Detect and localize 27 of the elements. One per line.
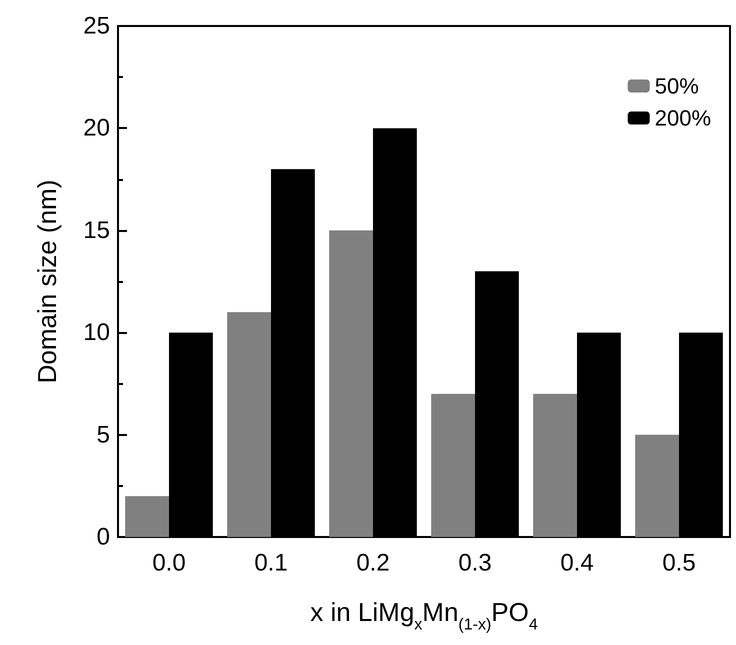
x-tick-label: 0.4 xyxy=(560,550,594,576)
y-tick-label: 10 xyxy=(83,319,110,346)
y-tick-label: 0 xyxy=(96,524,110,550)
x-tick-label: 0.2 xyxy=(356,550,390,576)
bar xyxy=(679,332,723,537)
bar xyxy=(373,128,417,537)
y-tick-label: 15 xyxy=(83,216,110,244)
bar xyxy=(329,230,373,537)
bar xyxy=(533,394,577,537)
bar xyxy=(125,496,169,537)
y-tick-label: 25 xyxy=(83,12,110,40)
y-tick-label: 5 xyxy=(96,421,110,448)
x-tick-label: 0.1 xyxy=(254,550,288,576)
bar xyxy=(635,434,679,537)
y-axis-title: Domain size (nm) xyxy=(32,180,62,384)
bar xyxy=(227,312,271,537)
legend-label: 50% xyxy=(654,74,699,98)
x-tick-label: 0.3 xyxy=(458,550,492,576)
x-tick-label: 0.0 xyxy=(152,550,186,576)
bar xyxy=(577,332,621,537)
x-tick-label: 0.5 xyxy=(662,550,696,576)
bar xyxy=(169,332,213,537)
bar xyxy=(431,394,475,537)
y-tick-label: 20 xyxy=(83,114,110,142)
bar xyxy=(271,169,315,537)
bar xyxy=(475,271,519,537)
legend-label: 200% xyxy=(654,106,712,130)
